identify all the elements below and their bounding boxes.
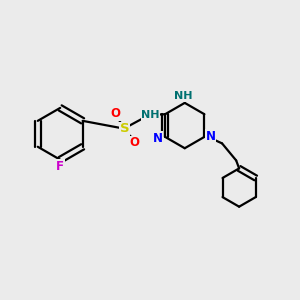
Text: NH: NH: [174, 92, 193, 101]
Text: O: O: [129, 136, 140, 149]
Text: N: N: [153, 132, 163, 145]
Text: S: S: [120, 122, 130, 135]
Text: N: N: [206, 130, 216, 143]
Text: NH: NH: [141, 110, 160, 120]
Text: O: O: [110, 107, 121, 120]
Text: F: F: [56, 160, 64, 173]
